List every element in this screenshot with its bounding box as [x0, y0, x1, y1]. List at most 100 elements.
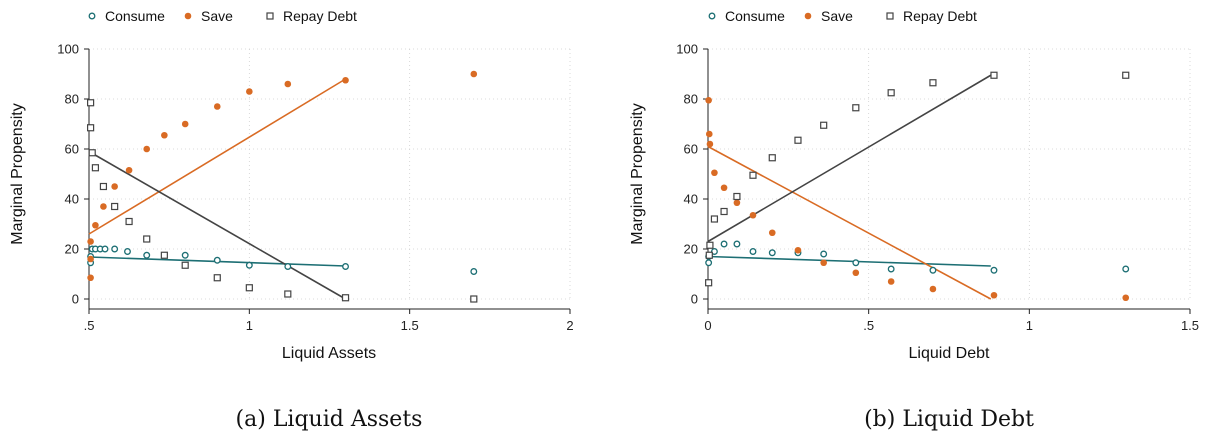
y-tick-label: 60: [65, 142, 79, 157]
repay-point: [887, 89, 895, 97]
x-tick-label: 1: [246, 318, 253, 333]
y-tick-label: 100: [57, 42, 79, 57]
consume-point: [213, 256, 221, 264]
consume-point: [749, 248, 757, 255]
repay-point: [929, 79, 937, 87]
repay-point: [341, 294, 350, 302]
y-tick-label: 20: [65, 242, 79, 257]
save-point: [111, 183, 118, 190]
repay-point: [749, 171, 757, 179]
repay-fit-line: [88, 150, 346, 300]
repay-point: [245, 284, 253, 292]
legend-consume-marker: [708, 12, 716, 20]
save-point: [246, 88, 253, 95]
save-fit-line: [88, 78, 346, 235]
save-point: [794, 246, 802, 254]
legend-consume-label: Consume: [105, 8, 165, 24]
save-point: [852, 269, 860, 277]
chart-panel-liquid-assets: 0 20 40 60 80 100 .5 1 1.5 2 Liquid Assets Marginal…: [9, 8, 574, 432]
save-point: [711, 169, 718, 177]
x-tick-label: 2: [566, 318, 573, 333]
save-point: [181, 120, 189, 128]
save-point: [705, 96, 712, 104]
y-tick-label: 40: [65, 192, 79, 207]
legend-consume-label: Consume: [725, 8, 785, 24]
x-tick-label: .5: [84, 318, 95, 333]
chart-caption: (a) Liquid Assets: [236, 407, 423, 432]
repay-point: [794, 136, 802, 144]
save-point: [100, 203, 107, 210]
consume-point: [111, 245, 119, 253]
consume-point: [820, 250, 828, 258]
save-point: [990, 291, 998, 299]
repay-point: [706, 241, 714, 249]
legend: Consume Save Repay Debt: [708, 8, 977, 24]
repay-point: [710, 215, 719, 223]
save-point: [749, 211, 757, 219]
save-fit-line: [707, 145, 992, 300]
consume-point: [990, 266, 998, 274]
legend-save-marker: [804, 12, 812, 20]
repay-point: [470, 295, 478, 303]
chart-panel-liquid-debt: 0 20 40 60 80 100 0 .5 1 1.5 Liquid Debt Marginal P…: [629, 8, 1199, 432]
x-tick-label: 1: [1026, 318, 1033, 333]
save-point: [87, 238, 94, 245]
repay-point: [990, 71, 998, 79]
repay-point: [111, 202, 119, 211]
consume-point: [705, 259, 713, 267]
gridlines: [88, 48, 571, 300]
save-point: [87, 274, 94, 282]
save-series: [87, 70, 478, 282]
legend-save-label: Save: [201, 8, 233, 24]
consume-series: [705, 240, 1130, 274]
save-point: [342, 76, 349, 84]
legend-save-label: Save: [821, 8, 853, 24]
repay-point: [160, 251, 168, 259]
save-point: [284, 80, 292, 88]
repay-point: [181, 261, 189, 269]
save-point: [125, 166, 133, 174]
save-point: [1122, 294, 1130, 302]
repay-point: [99, 182, 108, 191]
legend-consume-marker: [88, 12, 96, 20]
save-point: [87, 255, 94, 263]
repay-point: [87, 99, 95, 107]
repay-point: [125, 217, 133, 226]
consume-point: [720, 240, 728, 248]
x-axis-label: Liquid Debt: [909, 345, 991, 362]
consume-point: [929, 266, 937, 274]
gridlines: [707, 48, 1191, 300]
y-axis-label: Marginal Propensity: [629, 103, 646, 244]
save-point: [887, 278, 895, 285]
consume-point: [124, 248, 131, 255]
legend-save-marker: [184, 12, 192, 20]
y-tick-label: 100: [676, 42, 698, 57]
y-tick-label: 40: [684, 192, 698, 207]
x-tick-label: 1.5: [1181, 318, 1199, 333]
repay-point: [852, 104, 860, 112]
repay-point: [143, 235, 151, 243]
legend: Consume Save Repay Debt: [88, 8, 357, 24]
save-point: [929, 285, 937, 293]
consume-point: [733, 240, 741, 248]
chart-caption: (b) Liquid Debt: [864, 407, 1034, 432]
y-tick-label: 0: [72, 292, 79, 307]
y-tick-label: 60: [684, 142, 698, 157]
repay-point: [87, 124, 95, 132]
repay-series: [87, 99, 478, 303]
repay-point: [720, 207, 728, 216]
legend-repay-label: Repay Debt: [903, 8, 977, 24]
consume-point: [181, 251, 189, 259]
repay-point: [1122, 71, 1130, 79]
legend-repay-marker: [886, 12, 894, 20]
save-point: [720, 184, 728, 192]
y-tick-label: 80: [684, 92, 698, 107]
consume-point: [710, 248, 718, 255]
save-point: [733, 199, 741, 207]
save-point: [92, 221, 99, 229]
consume-point: [101, 245, 109, 253]
repay-point: [820, 121, 828, 129]
consume-point: [1122, 265, 1130, 273]
consume-point: [143, 251, 151, 259]
